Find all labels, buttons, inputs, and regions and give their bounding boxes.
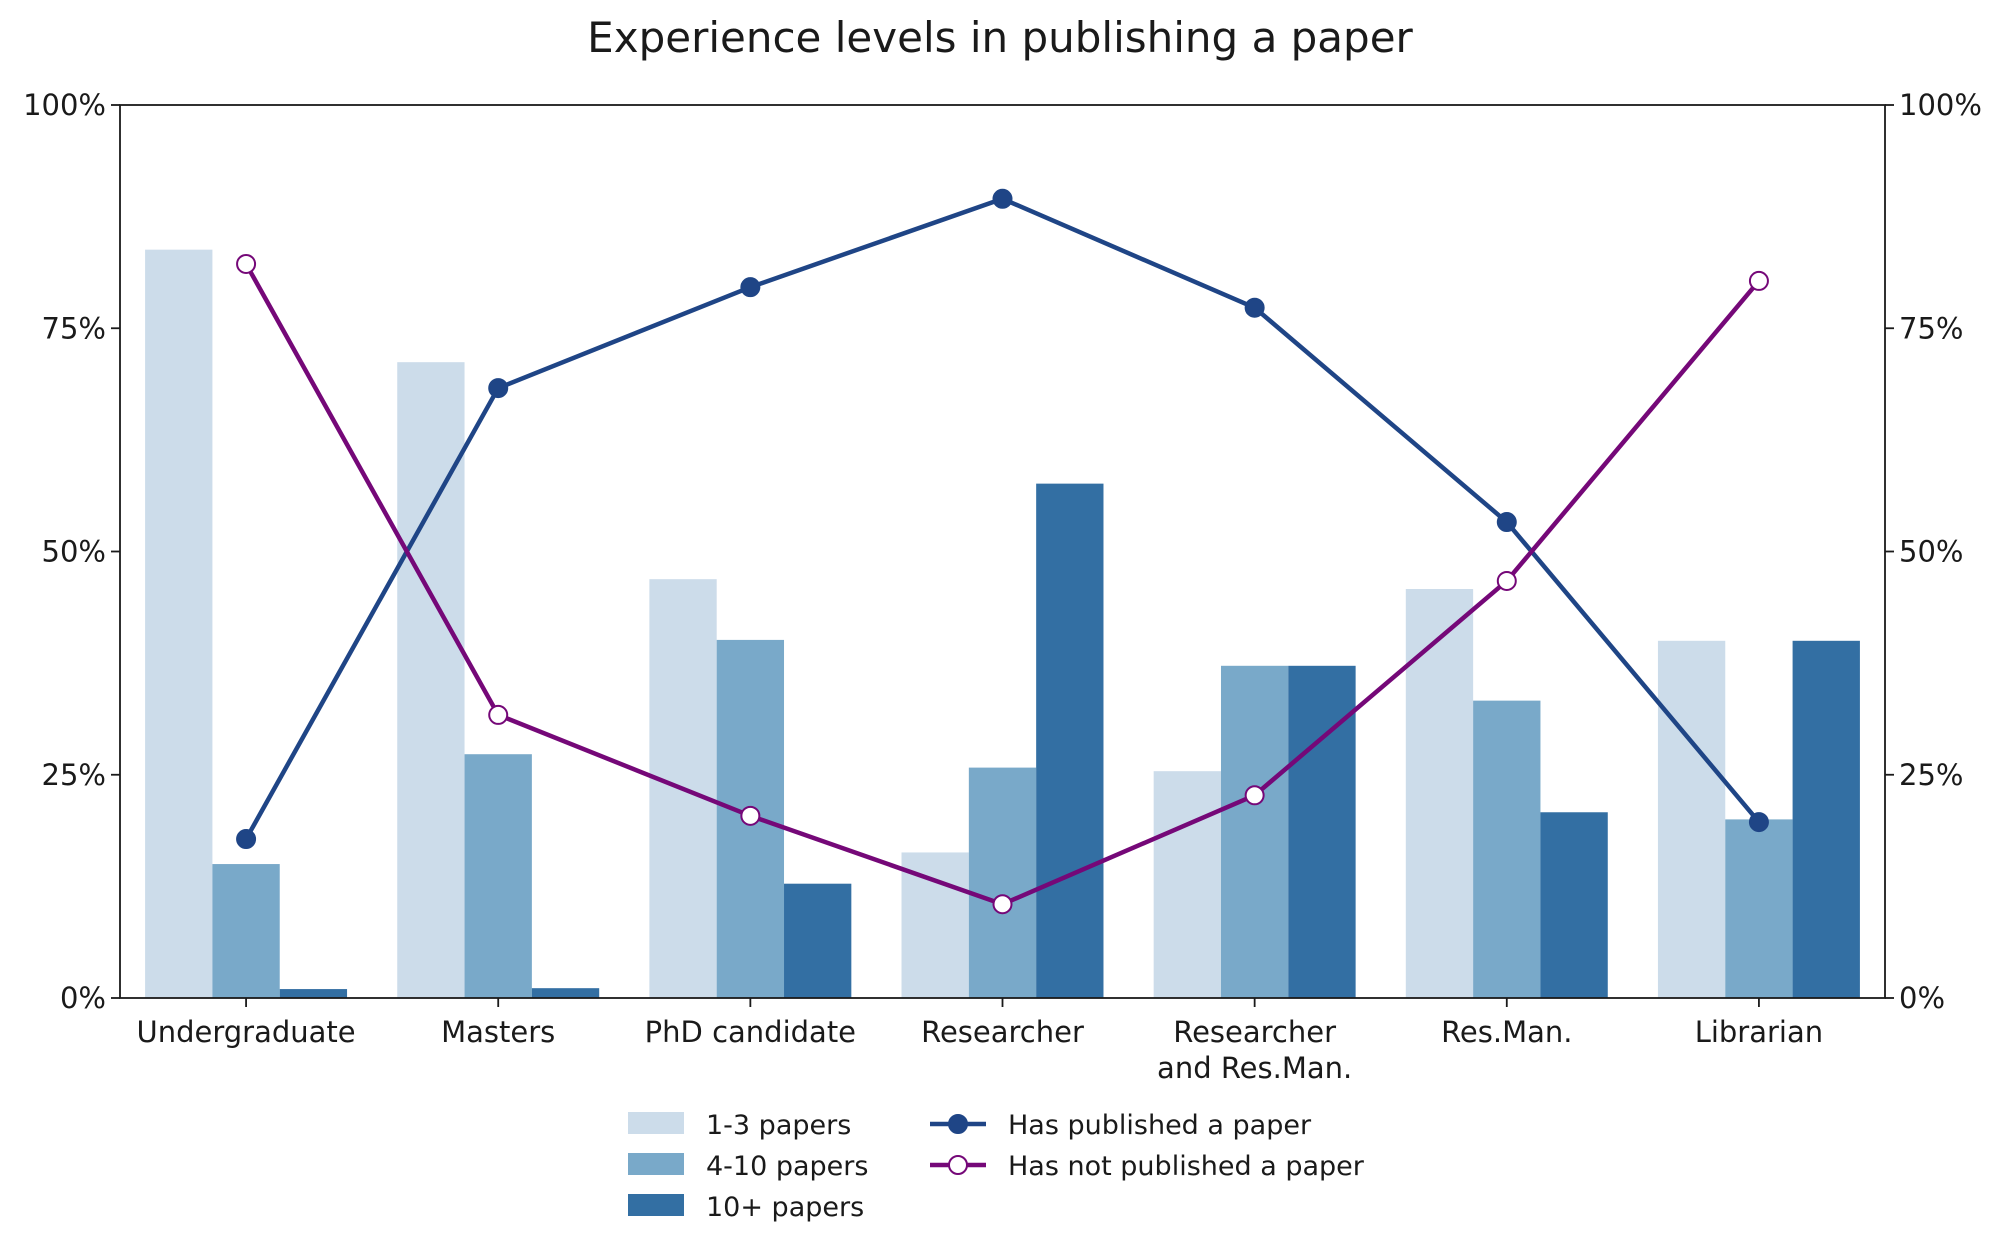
legend-label: 10+ papers [706,1192,864,1223]
data-point [1496,512,1517,533]
bar [1725,819,1793,998]
bar [1540,812,1608,998]
data-point [1496,570,1517,591]
data-point [1748,270,1769,291]
y2-tick-label: 100% [1899,88,1982,122]
y-tick-label: 50% [42,535,106,569]
legend-marker [948,1114,968,1134]
data-point [992,188,1013,209]
legend: 1-3 papers 4-10 papers 10+ papers Has publi… [628,1110,1365,1223]
bar [1036,483,1104,999]
y2-tick-label: 50% [1899,535,1963,569]
y-tick-label: 100% [23,88,106,122]
y-tick-label: 75% [42,311,106,345]
lines-layer [236,188,1769,915]
y-tick-label: 0% [60,981,106,1015]
y2-tick-label: 25% [1899,758,1963,792]
data-point [488,378,509,399]
legend-swatch [628,1112,684,1134]
data-point [1244,785,1265,806]
bar [212,864,280,998]
x-tick-label: Undergraduate [136,1015,355,1049]
data-point [488,704,509,725]
bar [279,989,348,998]
bar [1405,589,1474,998]
bar [531,988,600,998]
bar [1220,665,1289,998]
x-tick-label: Masters [441,1015,555,1049]
bar [397,362,465,999]
bar [1792,640,1860,998]
legend-label: 4-10 papers [706,1151,868,1182]
bar [1473,700,1541,998]
data-point [236,253,257,274]
x-tick-label: Researcher and Res.Man. [1157,1015,1352,1085]
data-point [1244,297,1265,318]
x-tick-label: Researcher [921,1015,1084,1049]
bar [1153,771,1221,998]
bar [1657,640,1726,998]
legend-swatch [628,1153,684,1175]
x-tick-label: PhD candidate [645,1015,856,1049]
data-point [740,277,761,298]
data-point [992,894,1013,915]
legend-label: 1-3 papers [706,1110,851,1141]
x-tick-label: Res.Man. [1441,1015,1572,1049]
bar [784,883,852,998]
y2-tick-label: 0% [1899,981,1945,1015]
data-point [1748,812,1769,833]
data-point [740,805,761,826]
y2-tick-label: 75% [1899,311,1963,345]
legend-swatch [628,1194,684,1216]
bar [464,754,532,998]
data-point [236,829,257,850]
legend-marker [948,1155,968,1175]
x-tick-label: Librarian [1695,1015,1823,1049]
axes-layer: 0% 0% 25% 25% 50% 50% 75% 75% 100% 100% Undergradu… [23,88,1982,1085]
y-tick-label: 25% [42,758,106,792]
legend-label: Has published a paper [1008,1110,1312,1141]
bar [968,767,1037,998]
legend-label: Has not published a paper [1008,1151,1365,1182]
bar [145,249,213,998]
bar [901,852,969,998]
bars-layer [145,249,1860,999]
chart-title: Experience levels in publishing a paper [587,13,1413,62]
